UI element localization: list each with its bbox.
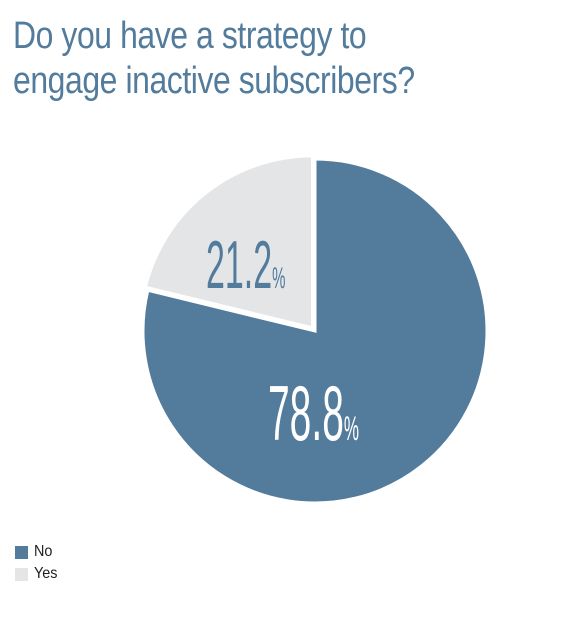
data-label-no: 78.8% [268, 370, 359, 457]
data-label-yes: 21.2% [206, 227, 286, 303]
chart-title: Do you have a strategy to engage inactiv… [13, 15, 415, 102]
legend-item-no: No [15, 541, 60, 563]
legend: No Yes [15, 541, 60, 585]
pie-slice-yes [143, 154, 315, 330]
legend-label-yes: Yes [34, 565, 58, 582]
legend-item-yes: Yes [15, 563, 60, 585]
legend-swatch-yes [15, 567, 28, 581]
legend-swatch-no [15, 545, 28, 559]
pie-slice-no [141, 157, 489, 505]
legend-label-no: No [34, 543, 53, 560]
